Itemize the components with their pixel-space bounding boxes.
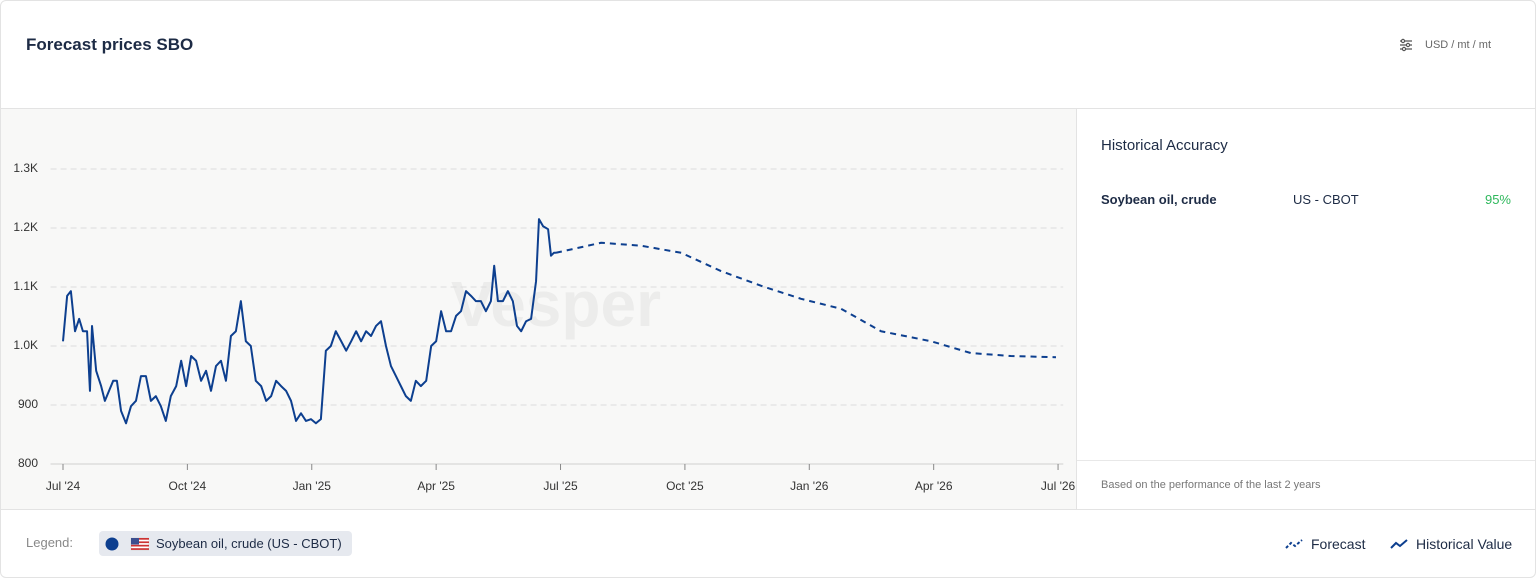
y-tick-label: 1.0K [13,338,38,352]
divider [1,108,1535,109]
accuracy-commodity: Soybean oil, crude [1101,192,1217,207]
y-tick-label: 1.1K [13,279,38,293]
legend-icon [1390,539,1408,549]
x-tick-label: Apr '25 [417,479,455,493]
accuracy-value: 95% [1484,192,1511,207]
unit-label[interactable]: USD / mt / mt [1425,39,1491,51]
divider [1077,460,1535,461]
y-tick-label: 1.3K [13,161,38,175]
series-line [555,241,1057,359]
x-tick-label: Jul '24 [46,479,81,493]
chart: Vesper 800 900 1.0K 1.1K 1.2K 1.3K Jul '24 Oct … [1,109,1076,509]
legend-swatch [1390,539,1408,549]
accuracy-exchange: US - CBOT [1293,192,1359,207]
legend-label: Legend: [26,535,73,550]
divider [1076,109,1077,509]
title: Forecast prices SBO [26,35,194,54]
x-tick-label: Jan '25 [293,479,332,493]
y-tick-label: 900 [18,397,38,411]
legend-chip[interactable]: Soybean oil, crude (US - CBOT) [99,531,352,556]
settings-icon[interactable] [1399,38,1413,52]
series-line [62,218,556,425]
divider [1,509,1535,510]
legend-entry[interactable]: Forecast [1311,536,1366,552]
legend-swatch [1285,539,1303,549]
x-tick-label: Jan '26 [790,479,829,493]
x-tick-label: Jul '26 [1041,479,1076,493]
y-tick-label: 800 [18,456,38,470]
series-legend: Forecast Historical Value [1285,536,1525,554]
chart-bg [1,109,1076,509]
legend-icon [1285,539,1303,549]
x-tick-label: Apr '26 [915,479,953,493]
accuracy-note: Based on the performance of the last 2 y… [1101,479,1321,491]
y-tick-label: 1.2K [13,220,38,234]
legend-entry[interactable]: Historical Value [1416,536,1513,552]
legend-item: Soybean oil, crude (US - CBOT) [156,536,342,551]
legend-icons [105,537,149,551]
x-tick-label: Oct '24 [169,479,207,493]
x-tick-label: Oct '25 [666,479,704,493]
watermark: Vesper [451,268,661,340]
x-tick-label: Jul '25 [543,479,578,493]
accuracy-title: Historical Accuracy [1101,137,1228,154]
